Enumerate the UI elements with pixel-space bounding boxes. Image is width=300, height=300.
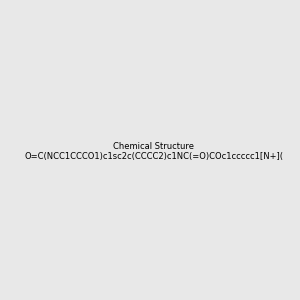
Text: Chemical Structure
O=C(NCC1CCCO1)c1sc2c(CCCC2)c1NC(=O)COc1ccccc1[N+](: Chemical Structure O=C(NCC1CCCO1)c1sc2c(… xyxy=(24,142,283,161)
